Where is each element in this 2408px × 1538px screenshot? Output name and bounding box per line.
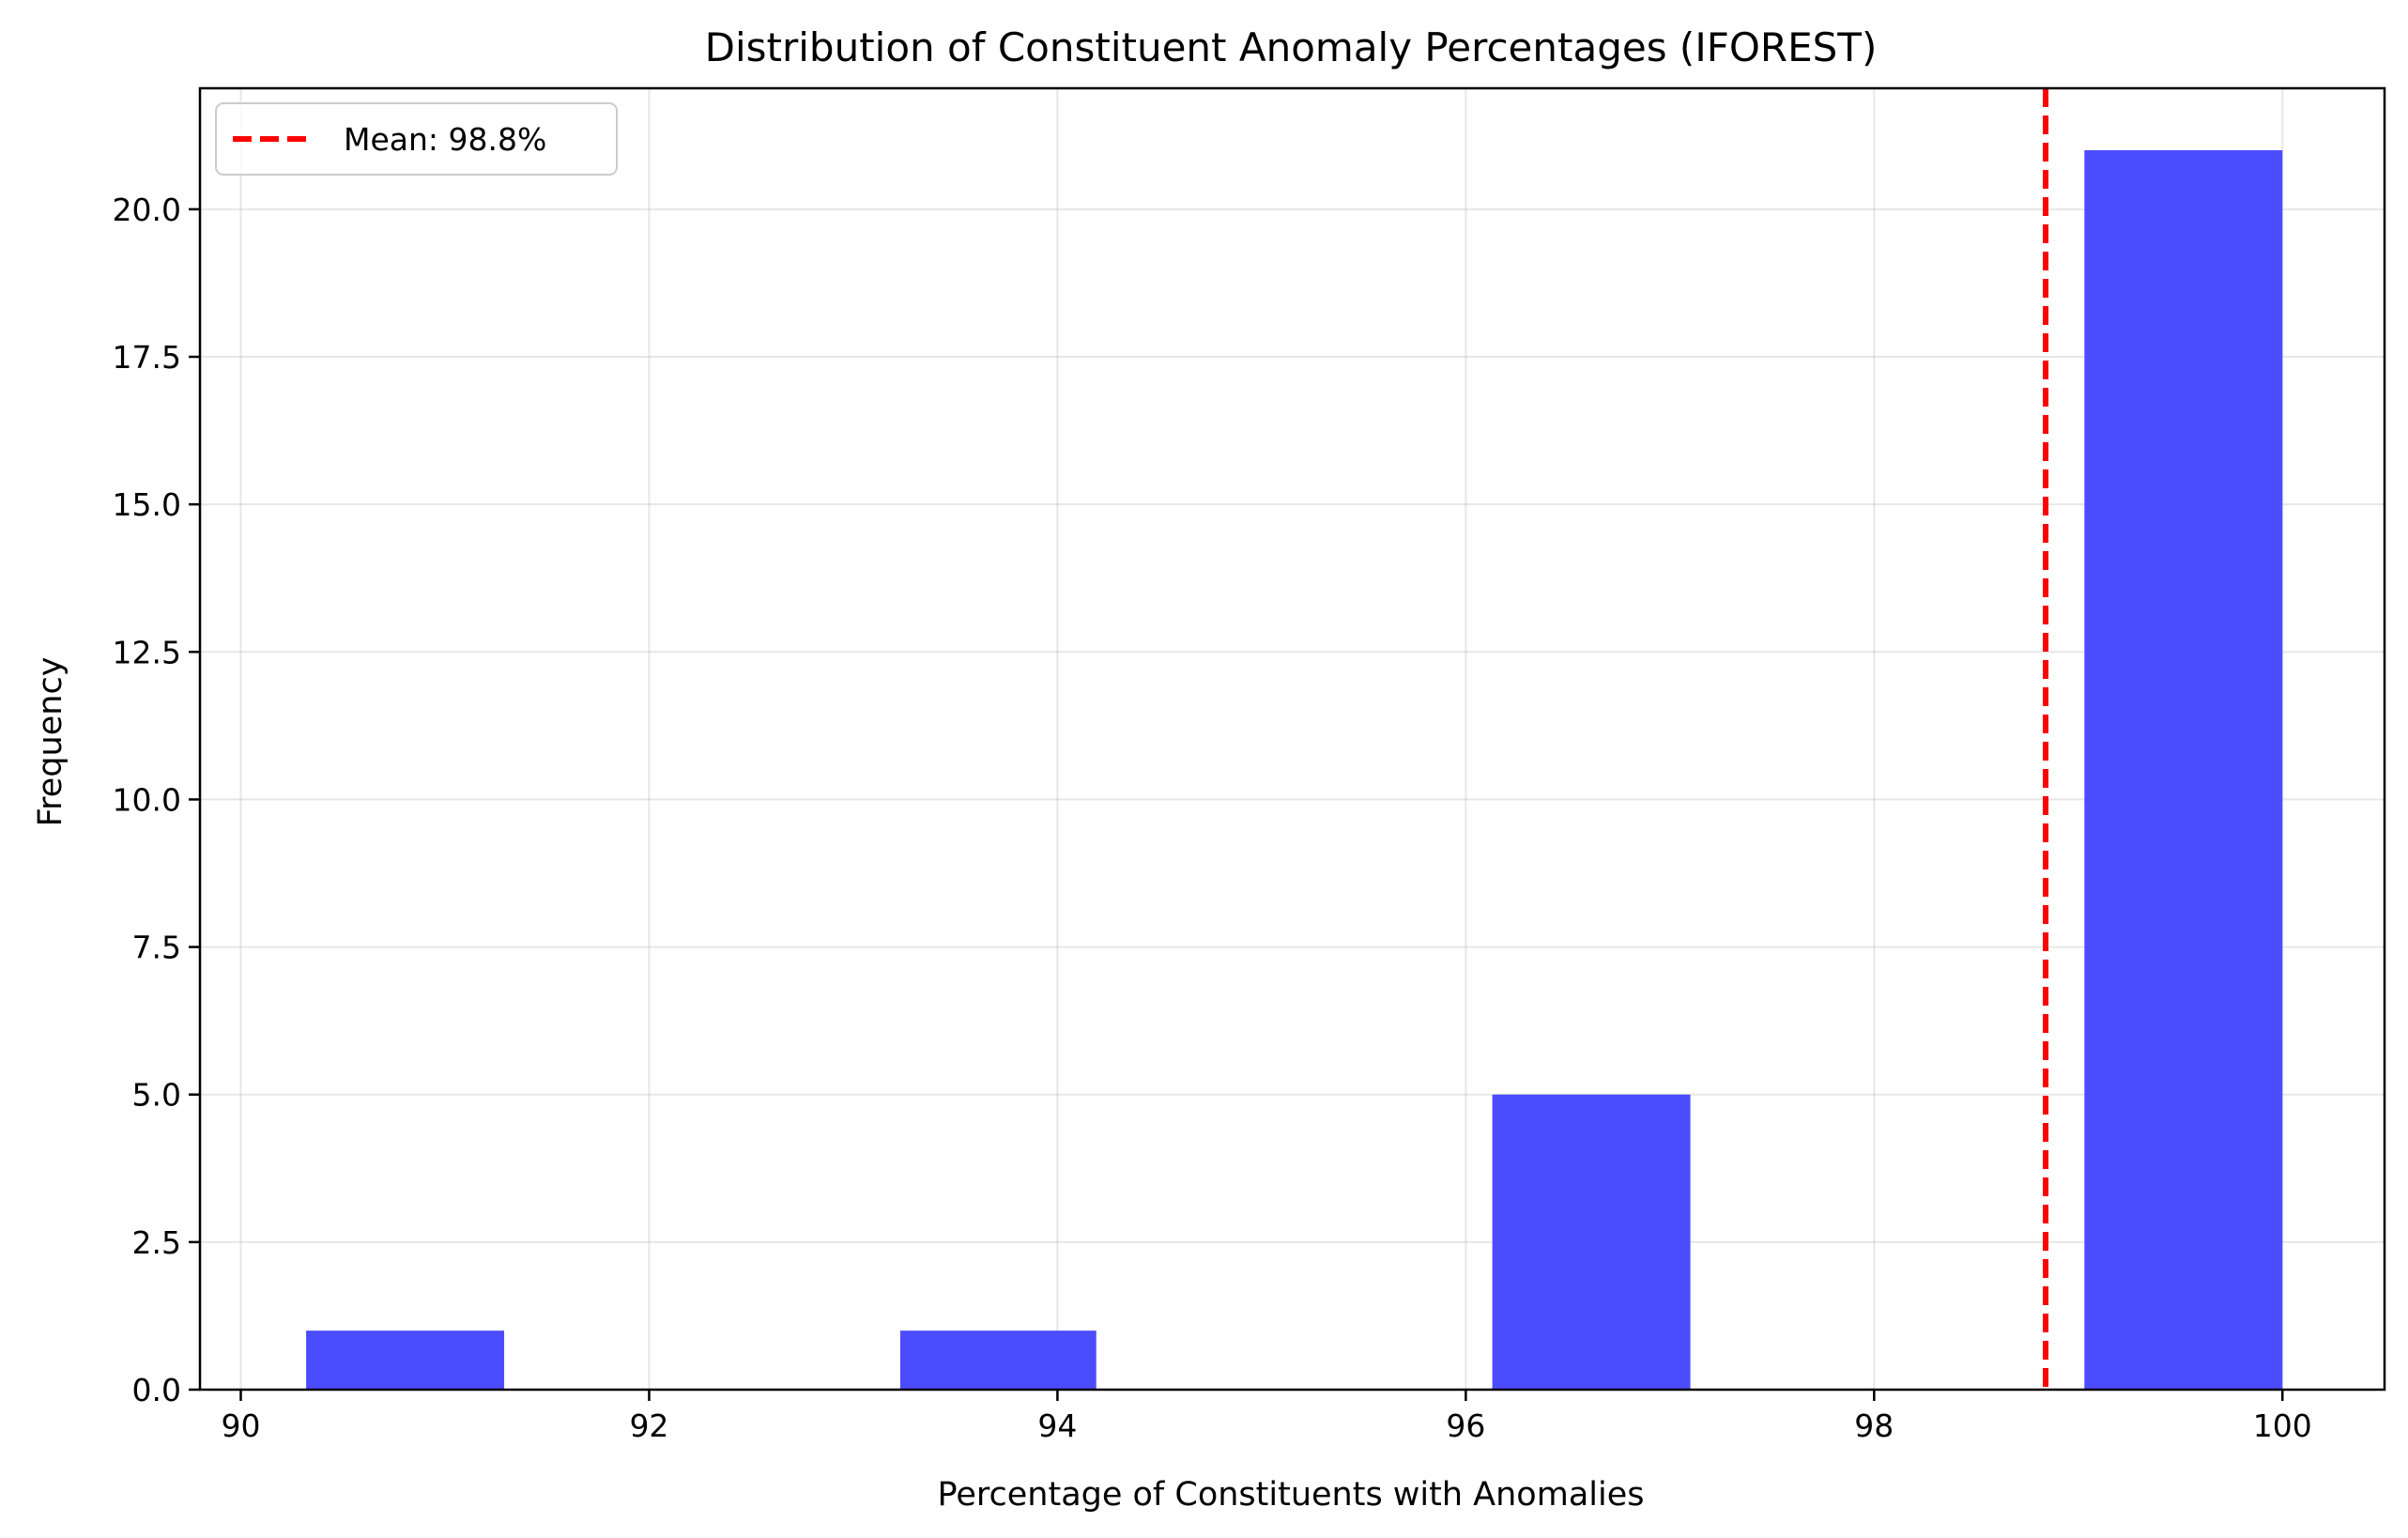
y-tick-label: 20.0 bbox=[113, 192, 181, 228]
x-tick-label: 92 bbox=[629, 1407, 668, 1444]
y-tick-label: 10.0 bbox=[113, 781, 181, 818]
chart-title: Distribution of Constituent Anomaly Perc… bbox=[705, 24, 1878, 70]
legend-mean-label: Mean: 98.8% bbox=[344, 121, 546, 158]
x-tick-label: 100 bbox=[2253, 1407, 2312, 1444]
y-tick-label: 17.5 bbox=[113, 339, 181, 376]
y-tick-label: 12.5 bbox=[113, 634, 181, 670]
histogram-bar bbox=[899, 1330, 1097, 1390]
y-axis-label: Frequency bbox=[32, 657, 69, 827]
y-tick-label: 2.5 bbox=[132, 1224, 181, 1261]
grid-lines bbox=[200, 88, 2385, 1391]
histogram-bar bbox=[2084, 150, 2283, 1390]
y-tick-label: 7.5 bbox=[132, 930, 181, 966]
x-tick-label: 98 bbox=[1854, 1407, 1894, 1444]
x-tick-label: 94 bbox=[1037, 1407, 1077, 1444]
y-axis-ticks: 0.0 2.5 5.0 7.5 10.0 12.5 15.0 17.5 20.0 bbox=[113, 192, 200, 1408]
x-tick-label: 90 bbox=[221, 1407, 260, 1444]
x-tick-label: 96 bbox=[1446, 1407, 1485, 1444]
plot-frame bbox=[198, 86, 2386, 1392]
bars bbox=[306, 150, 2283, 1390]
y-tick-label: 5.0 bbox=[132, 1077, 181, 1114]
histogram-bar bbox=[306, 1330, 505, 1390]
y-tick-label: 15.0 bbox=[113, 486, 181, 523]
legend-box bbox=[215, 102, 618, 176]
histogram-bar bbox=[1492, 1094, 1691, 1390]
y-tick-label: 0.0 bbox=[132, 1372, 181, 1408]
x-axis-ticks: 90 92 94 96 98 100 bbox=[221, 1390, 2312, 1444]
legend: Mean: 98.8% bbox=[215, 102, 618, 176]
x-axis-label: Percentage of Constituents with Anomalie… bbox=[938, 1476, 1645, 1514]
